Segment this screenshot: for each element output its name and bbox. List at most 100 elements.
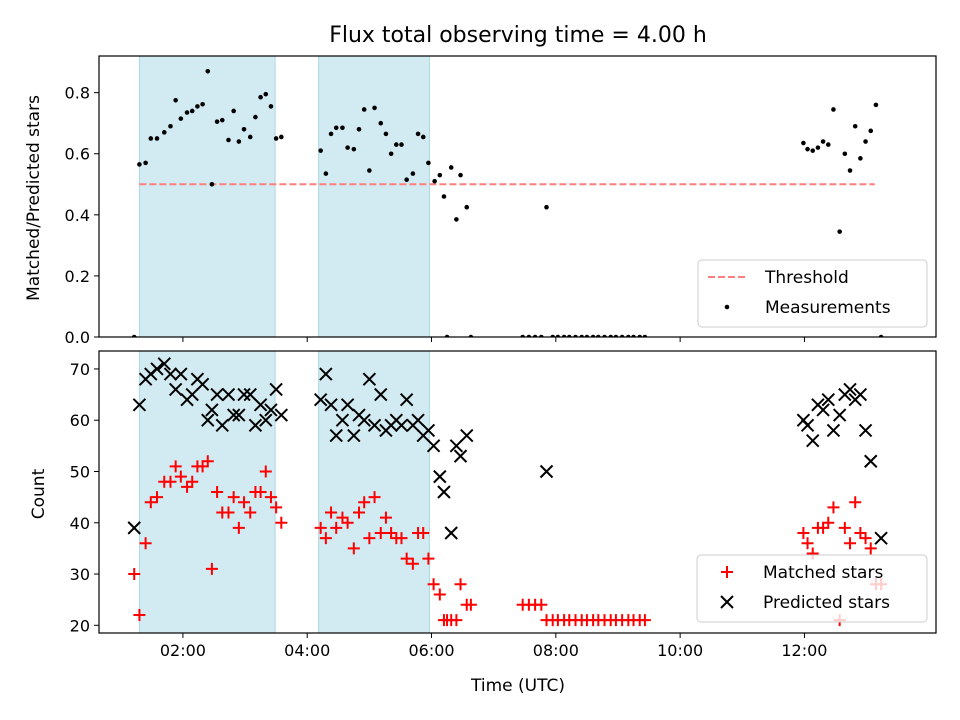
measurement-point bbox=[247, 134, 253, 140]
top-y-tick-label: 0.2 bbox=[65, 267, 90, 286]
matched-star-point bbox=[838, 521, 851, 534]
matched-star-point bbox=[822, 516, 835, 529]
top-shaded-interval bbox=[138, 55, 276, 338]
matched-star-point bbox=[325, 506, 338, 519]
predicted-star-point bbox=[232, 408, 246, 422]
predicted-star-point bbox=[411, 413, 425, 427]
measurement-point bbox=[154, 136, 160, 141]
predicted-star-point bbox=[248, 418, 263, 433]
predicted-star-point bbox=[421, 423, 436, 438]
x-tick-label: 02:00 bbox=[160, 641, 206, 660]
chart-title: Flux total observing time = 4.00 h bbox=[329, 23, 707, 48]
measurement-point bbox=[148, 136, 154, 141]
predicted-star-point bbox=[215, 418, 229, 433]
measurement-point bbox=[863, 139, 868, 144]
measurement-point bbox=[388, 151, 394, 157]
measurement-point bbox=[367, 168, 372, 173]
matched-star-point bbox=[186, 475, 199, 488]
predicted-star-point bbox=[340, 398, 355, 412]
predicted-star-point bbox=[127, 521, 141, 535]
matched-star-point bbox=[201, 455, 214, 468]
matched-star-point bbox=[406, 557, 419, 570]
measurement-point bbox=[820, 139, 826, 144]
matched-star-point bbox=[174, 470, 187, 483]
matched-star-point bbox=[353, 506, 366, 519]
predicted-star-point bbox=[444, 526, 458, 540]
top-y-tick-label: 0.4 bbox=[65, 206, 90, 225]
matched-star-point bbox=[336, 511, 349, 524]
matched-star-point bbox=[196, 460, 209, 473]
bottom-frame bbox=[98, 350, 937, 634]
matched-star-point bbox=[238, 496, 251, 509]
measurement-point bbox=[801, 140, 806, 146]
predicted-star-point bbox=[347, 428, 361, 443]
measurement-point bbox=[415, 131, 421, 137]
measurement-point bbox=[815, 145, 821, 150]
measurement-point bbox=[161, 130, 167, 135]
matched-star-point bbox=[844, 537, 857, 550]
predicted-star-point bbox=[374, 387, 388, 402]
matched-star-point bbox=[859, 532, 872, 545]
measurement-point bbox=[231, 108, 236, 114]
matched-star-point bbox=[164, 475, 177, 488]
bottom-y-tick-label: 50 bbox=[70, 462, 90, 481]
measurement-point bbox=[356, 127, 362, 132]
predicted-star-point bbox=[367, 418, 382, 433]
matched-star-point bbox=[144, 496, 157, 509]
threshold-legend-label: Threshold bbox=[764, 268, 849, 288]
matched-star-point bbox=[864, 542, 877, 555]
measurement-point bbox=[454, 217, 459, 222]
predicted-star-point bbox=[201, 413, 215, 427]
predicted-star-point bbox=[853, 387, 868, 402]
x-tick-label: 08:00 bbox=[533, 641, 579, 660]
matched-star-point bbox=[254, 486, 267, 498]
measurement-point bbox=[241, 127, 247, 132]
measurement-point bbox=[178, 116, 184, 121]
matched-star-point bbox=[133, 609, 146, 622]
matched-star-point bbox=[433, 588, 446, 601]
predicted-star-point bbox=[449, 439, 464, 453]
predicted-star-point bbox=[816, 403, 830, 417]
matched-star-point bbox=[128, 568, 141, 581]
matched-star-point bbox=[222, 506, 235, 519]
bottom-legend: Matched stars Predicted stars bbox=[696, 554, 928, 623]
matched-star-point bbox=[797, 527, 810, 540]
predicted-star-point bbox=[821, 393, 835, 407]
predicted-star-point bbox=[259, 413, 273, 427]
measurement-point bbox=[437, 172, 443, 178]
measurement-point bbox=[399, 142, 404, 147]
predicted-star-point bbox=[433, 469, 447, 484]
measurement-point bbox=[195, 104, 200, 109]
predicted-star-point bbox=[357, 413, 371, 427]
matched-star-point bbox=[385, 527, 398, 540]
top-legend-box bbox=[697, 259, 928, 328]
matched-star-point bbox=[374, 527, 387, 540]
measurement-point bbox=[268, 104, 274, 109]
x-axis-label: Time (UTC) bbox=[470, 676, 565, 696]
matched-star-point bbox=[417, 527, 430, 540]
matched-star-point bbox=[211, 486, 224, 498]
measurement-point bbox=[205, 68, 211, 74]
measurement-point bbox=[383, 131, 389, 137]
measurement-point bbox=[214, 119, 220, 124]
matched-star-point bbox=[427, 578, 440, 591]
measurement-point bbox=[825, 142, 831, 147]
matched-star-point bbox=[205, 562, 218, 575]
measurement-point bbox=[805, 146, 810, 152]
predicted-star-point bbox=[237, 387, 251, 402]
bottom-y-tick-label: 60 bbox=[70, 411, 90, 430]
matched-star-point bbox=[827, 501, 840, 514]
predicted-star-point bbox=[539, 464, 554, 479]
measurement-point bbox=[168, 123, 173, 129]
measurement-point bbox=[184, 110, 190, 115]
predicted-star-point bbox=[174, 367, 188, 381]
matched-star-point bbox=[358, 496, 371, 509]
predicted-star-point bbox=[399, 393, 414, 407]
measurement-point bbox=[361, 107, 367, 112]
measurement-point bbox=[394, 142, 399, 147]
predicted-star-point bbox=[210, 387, 224, 402]
matched-star-point bbox=[464, 598, 477, 611]
measurement-point bbox=[137, 162, 142, 167]
predicted-star-point bbox=[826, 423, 841, 438]
predicted-star-point bbox=[243, 387, 257, 402]
